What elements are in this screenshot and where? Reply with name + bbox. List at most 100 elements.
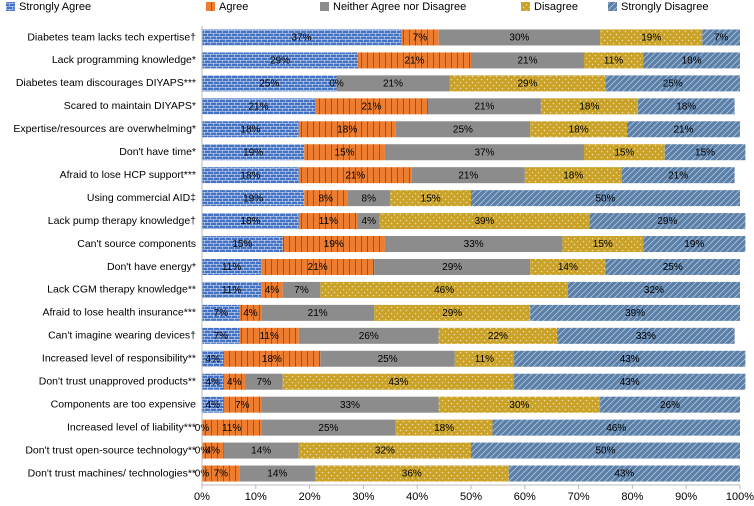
value-label: 18% <box>579 101 599 112</box>
value-label: 15% <box>614 147 634 158</box>
value-label: 4% <box>362 216 377 227</box>
x-tick-label: 20% <box>299 491 321 503</box>
bar-segment <box>384 236 563 253</box>
value-label: 4% <box>206 446 221 457</box>
bar-segment <box>202 213 299 230</box>
bar-segment <box>358 52 471 69</box>
bar-segment <box>202 258 262 275</box>
bar-segment <box>202 396 224 413</box>
value-label: 7% <box>214 331 229 342</box>
bar-segment <box>438 327 558 344</box>
bar-segment <box>627 121 740 138</box>
value-label: 15% <box>695 147 715 158</box>
bar-segment <box>492 419 740 436</box>
bar-segment <box>395 419 493 436</box>
value-label: 4% <box>206 377 221 388</box>
value-label: 29% <box>657 216 677 227</box>
bar-segment <box>223 396 262 413</box>
x-tick-label: 90% <box>675 491 697 503</box>
bar-segment <box>530 304 740 321</box>
bar-segment <box>379 213 590 230</box>
value-label: 15% <box>593 239 613 250</box>
value-label: 11% <box>260 331 279 342</box>
value-label: 29% <box>517 79 537 90</box>
value-label: 18% <box>337 124 357 135</box>
value-label: 14% <box>558 262 578 273</box>
value-label: 25% <box>453 124 473 135</box>
value-label: 21% <box>474 101 494 112</box>
bar-segment <box>223 350 321 367</box>
bar-segment <box>202 52 359 69</box>
value-label: 11% <box>222 262 241 273</box>
bar-segment <box>304 190 348 207</box>
bar-segment <box>557 327 735 344</box>
bar-segment <box>583 144 665 161</box>
bar-segment <box>643 236 746 253</box>
y-tick-label: Using commercial AID‡ <box>87 192 196 204</box>
value-label: 39% <box>625 308 645 319</box>
value-label: 25% <box>318 423 338 434</box>
bar-segment <box>282 281 321 298</box>
value-label: 18% <box>240 170 260 181</box>
bar-segment <box>395 121 531 138</box>
bar-segment <box>261 419 396 436</box>
y-tick-label: Expertise/resources are overwhelming* <box>13 123 196 135</box>
value-label: 7% <box>235 400 250 411</box>
bar-segment <box>454 350 515 367</box>
value-label: 19% <box>684 239 704 250</box>
bar-segment <box>600 396 740 413</box>
value-label: 50% <box>595 193 615 204</box>
bar-segment <box>202 144 305 161</box>
bar-segment <box>583 52 644 69</box>
bar-segment <box>261 258 375 275</box>
value-label: 33% <box>340 400 360 411</box>
bar-segment <box>202 281 262 298</box>
bar-segment <box>298 167 412 184</box>
bar-segment <box>261 281 283 298</box>
value-label: 43% <box>620 354 640 365</box>
y-tick-label: Afraid to lose HCP support*** <box>60 169 196 181</box>
value-label: 43% <box>388 377 408 388</box>
value-label: 8% <box>362 193 377 204</box>
value-label: 25% <box>663 262 683 273</box>
value-label: 11% <box>222 423 241 434</box>
bar-segment <box>540 98 638 115</box>
bar-segment <box>401 29 439 46</box>
bar-segment <box>304 144 385 161</box>
bar-segment <box>471 190 740 207</box>
bar-segment <box>282 236 385 253</box>
value-label: 30% <box>509 33 529 44</box>
value-label: 18% <box>434 423 454 434</box>
x-tick-label: 40% <box>406 491 428 503</box>
bar-segment <box>449 75 606 92</box>
value-label: 7% <box>214 308 229 319</box>
value-label: 39% <box>474 216 494 227</box>
legend-swatch <box>206 2 215 11</box>
y-tick-label: Don't have time* <box>119 146 196 158</box>
value-label: 19% <box>243 193 263 204</box>
bar-segment <box>298 121 396 138</box>
bar-segment <box>390 190 471 207</box>
bar-segment <box>374 304 531 321</box>
value-label: 25% <box>378 354 398 365</box>
value-label: 21% <box>248 101 268 112</box>
value-label: 19% <box>641 33 661 44</box>
y-tick-label: Can't imagine wearing devices† <box>48 330 196 342</box>
value-label: 11% <box>604 56 623 67</box>
value-label: 29% <box>442 308 462 319</box>
bar-segment <box>438 396 601 413</box>
legend-label: Strongly Disagree <box>621 1 708 13</box>
value-label: 36% <box>402 469 422 480</box>
y-tick-label: Lack CGM therapy knowledge** <box>47 284 196 296</box>
value-label: 32% <box>644 285 664 296</box>
value-label: 21% <box>405 56 425 67</box>
bar-segment <box>530 258 606 275</box>
y-tick-label: Can't source components <box>77 238 196 250</box>
value-label: 33% <box>464 239 484 250</box>
value-label: 43% <box>614 469 634 480</box>
bar-segment <box>202 465 240 482</box>
bar-segment <box>562 236 644 253</box>
value-label: 7% <box>714 33 729 44</box>
bar-segment <box>298 213 359 230</box>
y-tick-label: Diabetes team discourages DIYAPS*** <box>16 77 196 89</box>
